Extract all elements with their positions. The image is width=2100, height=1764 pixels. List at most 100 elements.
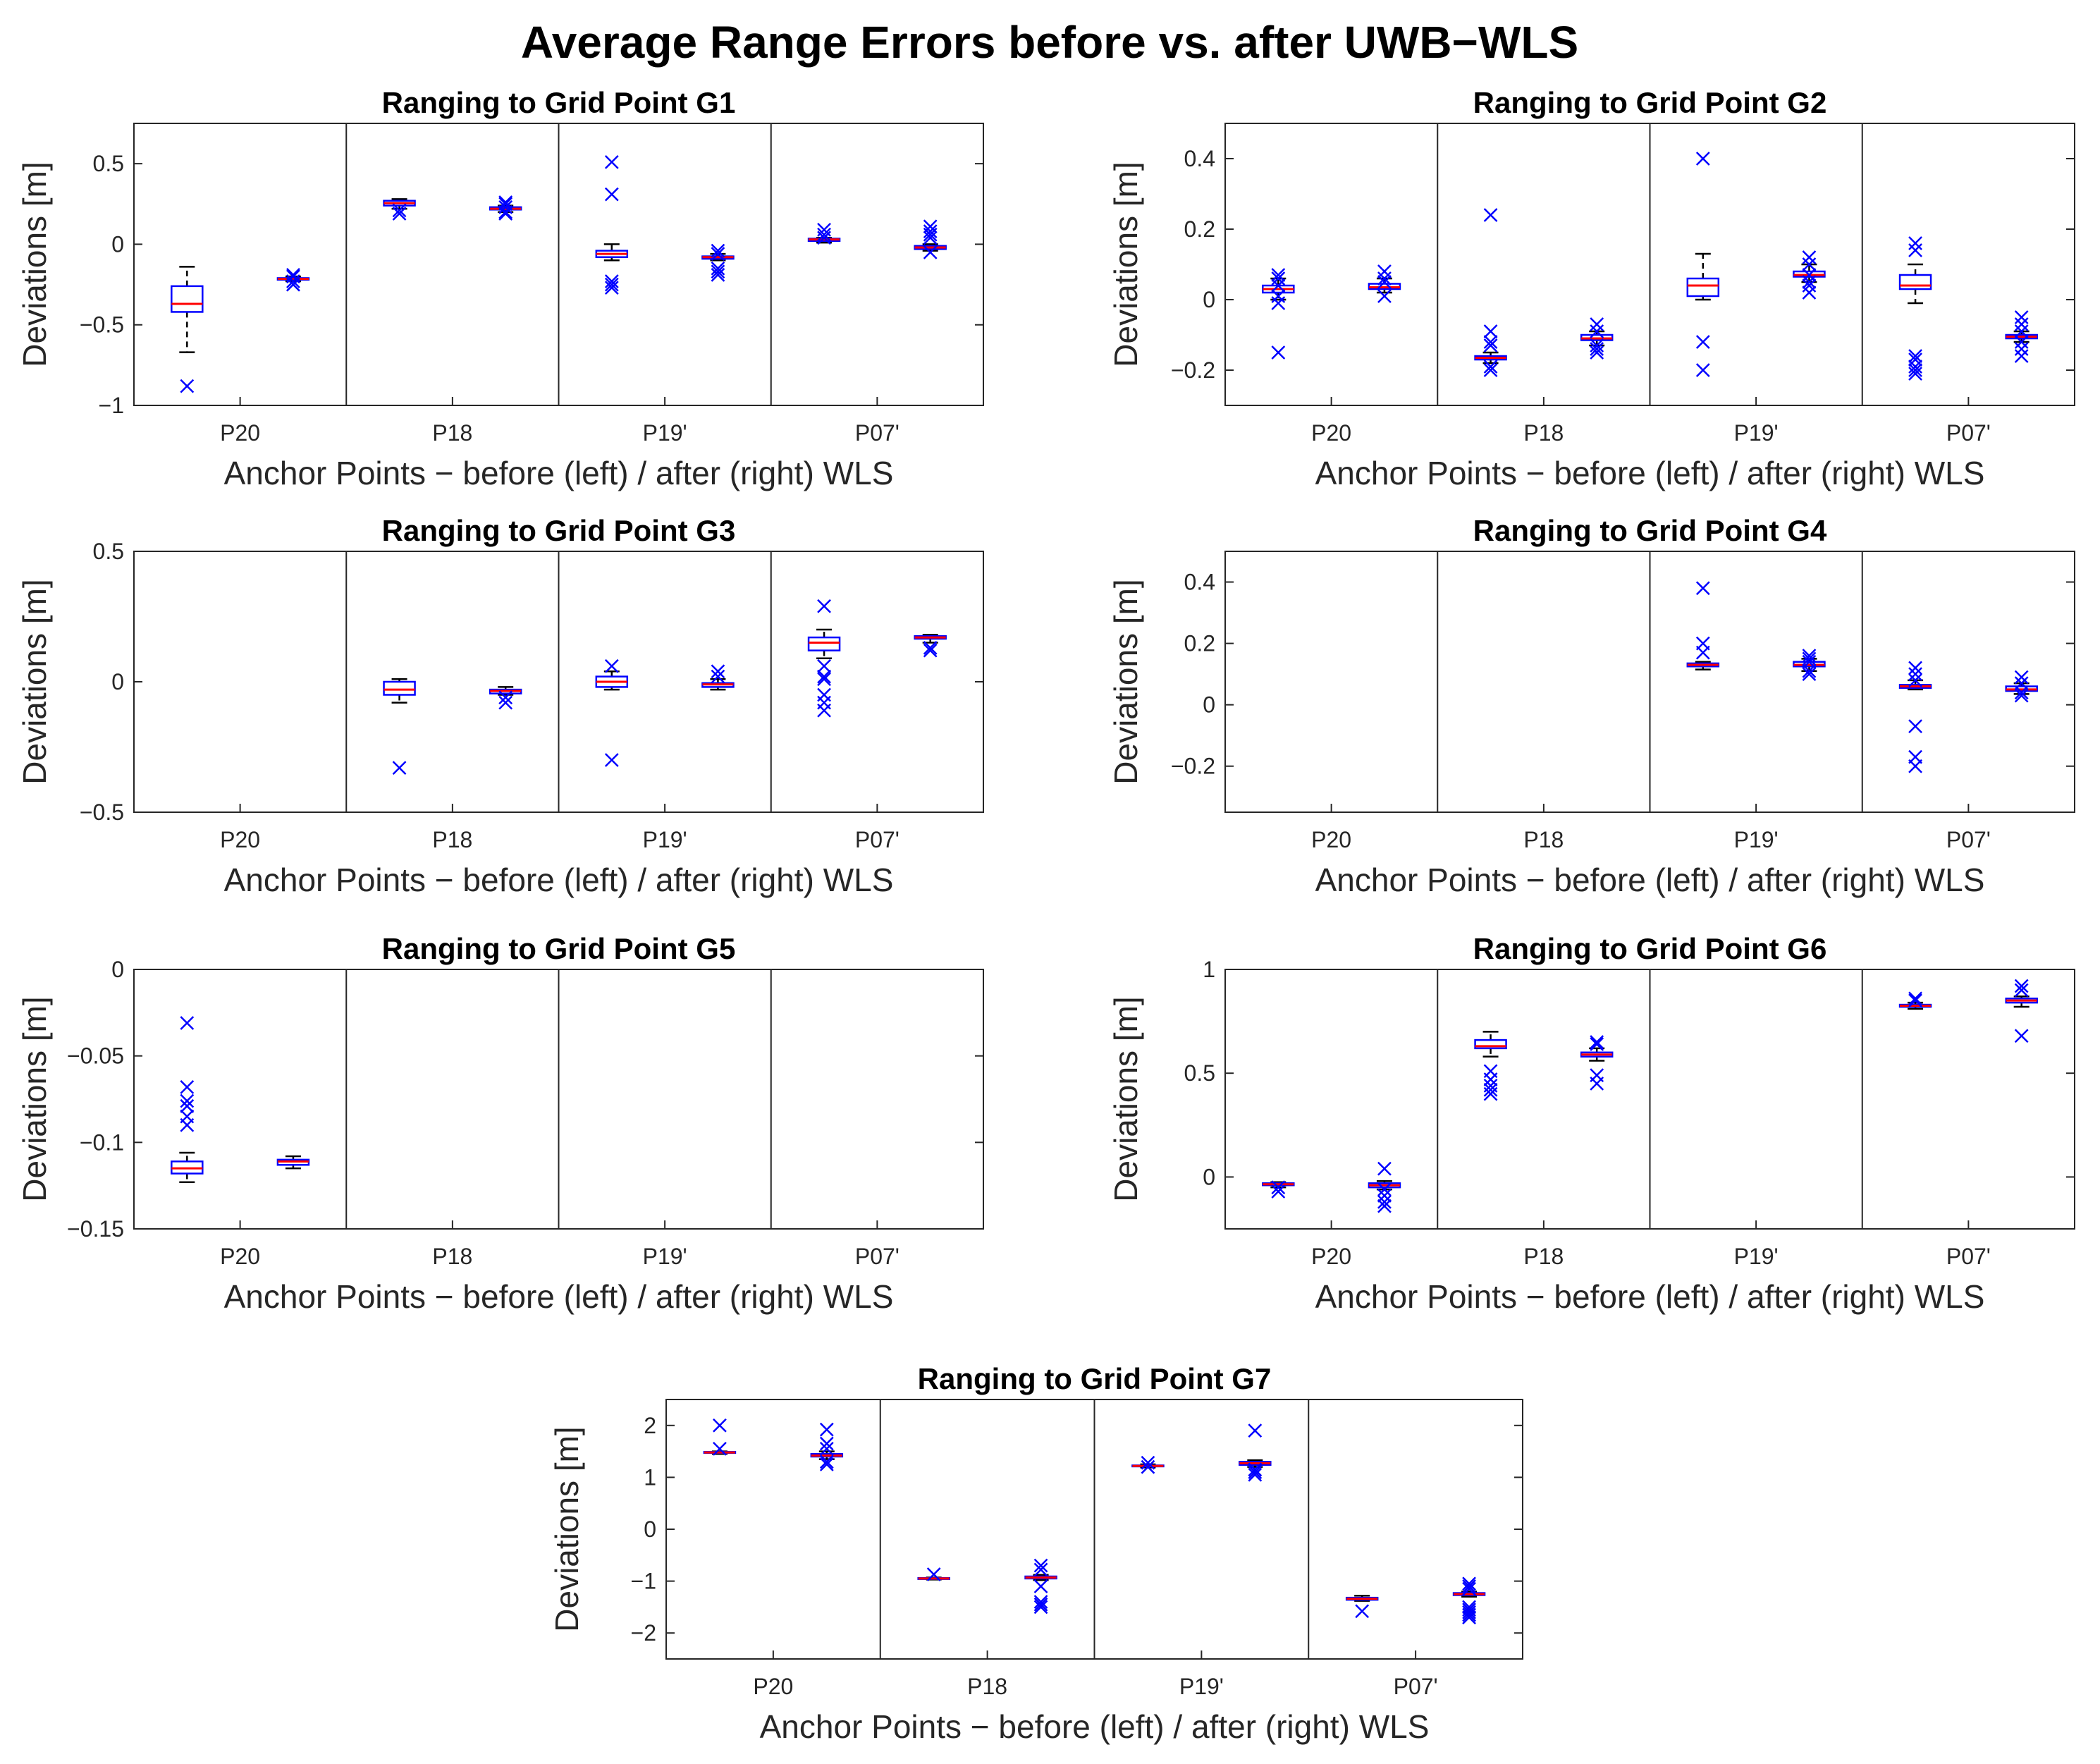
x-axis-label: Anchor Points − before (left) / after (r…	[1315, 455, 1985, 491]
outlier-marker	[2014, 324, 2029, 338]
outlier-marker	[1802, 663, 1817, 678]
outlier-stroke	[1802, 649, 1817, 663]
outlier-marker	[817, 231, 831, 245]
outlier-marker	[1908, 236, 1922, 250]
outlier-stroke	[1483, 335, 1498, 349]
outlier-marker	[1377, 1189, 1392, 1203]
chart-panel-2: −0.2 0 0.2 0.4 P20 P18 P19' P07' Ranging to Grid…	[1107, 86, 2075, 491]
outlier-stroke	[1271, 278, 1286, 293]
outlier-stroke	[711, 247, 725, 262]
y-tick-label: 0.5	[93, 151, 124, 176]
box-P07p-after	[1452, 1576, 1486, 1625]
outlier-marker	[1483, 1072, 1498, 1086]
box-P19p-before	[1686, 152, 1720, 377]
x-tick-label: P18	[1523, 420, 1564, 446]
outlier-marker	[2014, 670, 2029, 685]
outlier-marker	[604, 659, 619, 673]
chart-title: Ranging to Grid Point G5	[382, 932, 736, 965]
outlier-stroke	[1248, 1462, 1263, 1477]
outlier-stroke	[2014, 349, 2029, 363]
outlier-stroke	[1377, 1199, 1392, 1213]
figure-title: Average Range Errors before vs. after UW…	[521, 17, 1578, 68]
outlier-stroke	[1483, 360, 1498, 374]
outlier-stroke	[1908, 991, 1922, 1006]
y-tick-label: 0	[1203, 1164, 1215, 1189]
box-P20-after	[1368, 264, 1401, 303]
outlier-marker	[1802, 275, 1817, 289]
outlier-stroke	[713, 1442, 727, 1456]
outlier-marker	[1908, 991, 1922, 1006]
outlier-marker	[1462, 1581, 1476, 1596]
outlier-marker	[2014, 688, 2029, 703]
box-P18-before	[383, 198, 416, 221]
box-P20-after	[1368, 1161, 1401, 1213]
box-P20-before	[703, 1418, 737, 1456]
y-tick-label: −0.2	[1171, 754, 1215, 779]
outlier-marker	[819, 1454, 834, 1469]
outlier-marker	[180, 1016, 195, 1030]
x-tick-label: P07'	[855, 420, 899, 446]
box-P07p-after	[914, 634, 947, 658]
outlier-marker	[1802, 286, 1817, 300]
x-tick-label: P19'	[1734, 420, 1779, 446]
y-tick-label: −1	[99, 393, 124, 418]
outlier-stroke	[1590, 324, 1604, 338]
outlier-marker	[1483, 363, 1498, 377]
outlier-stroke	[1908, 243, 1922, 257]
outlier-marker	[923, 641, 938, 655]
box-P18-after	[489, 686, 522, 710]
outlier-marker	[498, 690, 513, 705]
outlier-stroke	[1483, 363, 1498, 377]
outlier-stroke	[180, 1079, 195, 1094]
box-P20-before	[1262, 1180, 1295, 1199]
box-P18-after	[1024, 1558, 1057, 1615]
box-P19p-after	[1793, 649, 1826, 682]
outlier-stroke	[498, 197, 513, 212]
outlier-stroke	[392, 203, 407, 218]
outlier-marker	[1271, 268, 1286, 282]
outlier-stroke	[1271, 345, 1286, 360]
outlier-stroke	[1377, 1189, 1392, 1203]
y-axis-label: Deviations [m]	[1107, 579, 1144, 784]
outlier-stroke	[1141, 1455, 1155, 1470]
outlier-marker	[923, 231, 938, 245]
outlier-marker	[604, 753, 619, 767]
outlier-marker	[1377, 1182, 1392, 1196]
box-P18-after	[1580, 1035, 1614, 1091]
outlier-stroke	[1377, 289, 1392, 303]
outlier-stroke	[1695, 363, 1710, 377]
y-tick-label: 0	[1203, 692, 1215, 718]
outlier-stroke	[1271, 271, 1286, 286]
outlier-stroke	[2014, 983, 2029, 998]
outlier-marker	[1377, 1199, 1392, 1213]
outlier-stroke	[1462, 1610, 1476, 1625]
outlier-marker	[1033, 1595, 1048, 1609]
box-P07p-before	[807, 599, 841, 718]
y-tick-label: −2	[631, 1620, 656, 1646]
outlier-stroke	[2014, 317, 2029, 331]
chart-title: Ranging to Grid Point G2	[1473, 86, 1827, 119]
outlier-marker	[1590, 317, 1604, 331]
outlier-marker	[1590, 345, 1604, 360]
x-tick-label: P20	[220, 1244, 260, 1269]
outlier-stroke	[498, 695, 513, 710]
outlier-stroke	[498, 690, 513, 705]
y-axis-label: Deviations [m]	[1107, 161, 1144, 367]
y-tick-label: 1	[1203, 957, 1215, 982]
outlier-stroke	[817, 227, 831, 242]
box-body	[1898, 274, 1932, 290]
y-axis-label: Deviations [m]	[16, 161, 53, 367]
outlier-stroke	[1462, 1576, 1476, 1591]
outlier-marker	[1248, 1423, 1263, 1438]
box-P18-before	[917, 1567, 950, 1581]
x-tick-label: P07'	[855, 1244, 899, 1269]
outlier-stroke	[1908, 360, 1922, 374]
outlier-marker	[2014, 349, 2029, 363]
outlier-stroke	[1908, 993, 1922, 1008]
outlier-marker	[1271, 1184, 1286, 1199]
x-axis-label: Anchor Points − before (left) / after (r…	[1315, 1278, 1985, 1315]
x-tick-label: P19'	[643, 420, 687, 446]
outlier-stroke	[711, 264, 725, 279]
outlier-stroke	[180, 379, 195, 393]
